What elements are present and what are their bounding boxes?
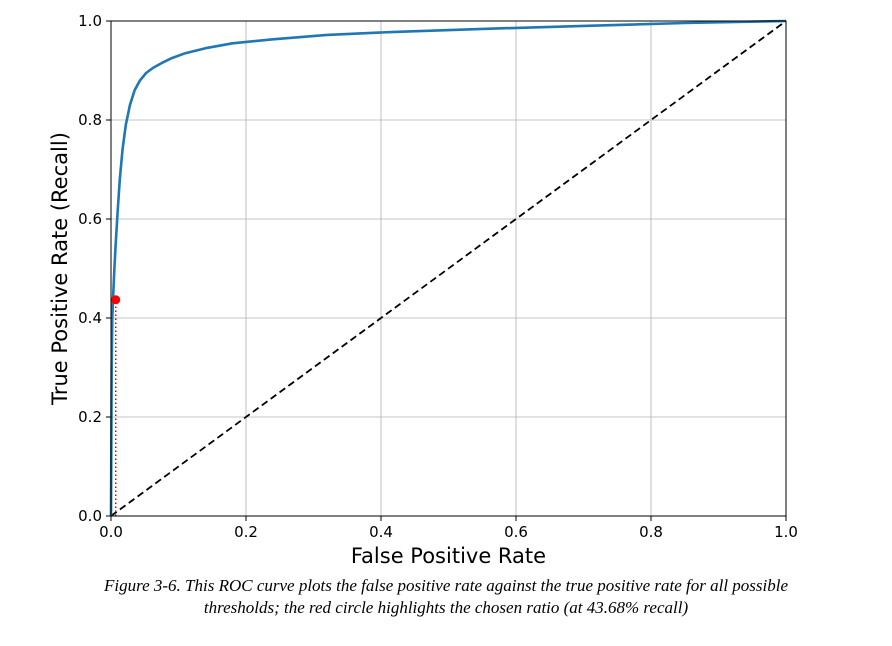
random-classifier-line bbox=[110, 20, 787, 517]
roc-chart: 0.0 0.2 0.4 0.6 0.8 1.0 0.0 0.2 0.4 0.6 0.8 1.0 Fal… bbox=[48, 12, 798, 568]
y-tick-label: 0.0 bbox=[78, 507, 102, 525]
chosen-threshold-point bbox=[111, 295, 121, 305]
y-tick-label: 0.6 bbox=[78, 210, 102, 228]
roc-curve-line bbox=[109, 19, 787, 517]
y-tick-label: 0.4 bbox=[78, 309, 102, 327]
x-tick-label: 0.6 bbox=[504, 523, 528, 541]
caption-line-1: Figure 3-6. This ROC curve plots the fal… bbox=[103, 576, 789, 595]
y-tick-label: 0.8 bbox=[78, 111, 102, 129]
x-tick-label: 0.4 bbox=[369, 523, 393, 541]
caption-line-2: thresholds; the red circle highlights th… bbox=[203, 598, 689, 617]
x-tick-label: 0.8 bbox=[639, 523, 663, 541]
x-tick-label: 1.0 bbox=[774, 523, 798, 541]
highlight-layer bbox=[111, 295, 121, 516]
reference-line-layer bbox=[110, 20, 787, 517]
plot-frame bbox=[110, 20, 787, 517]
axis-ticks: 0.0 0.2 0.4 0.6 0.8 1.0 0.0 0.2 0.4 0.6 0.8 1.0 bbox=[78, 12, 798, 541]
x-tick-label: 0.2 bbox=[234, 523, 258, 541]
figure-caption: Figure 3-6. This ROC curve plots the fal… bbox=[20, 575, 872, 619]
roc-curve-layer bbox=[109, 19, 787, 517]
y-axis-label: True Positive Rate (Recall) bbox=[48, 132, 72, 406]
x-axis-label: False Positive Rate bbox=[351, 544, 546, 568]
y-tick-label: 0.2 bbox=[78, 408, 102, 426]
x-tick-label: 0.0 bbox=[99, 523, 123, 541]
y-tick-label: 1.0 bbox=[78, 12, 102, 30]
